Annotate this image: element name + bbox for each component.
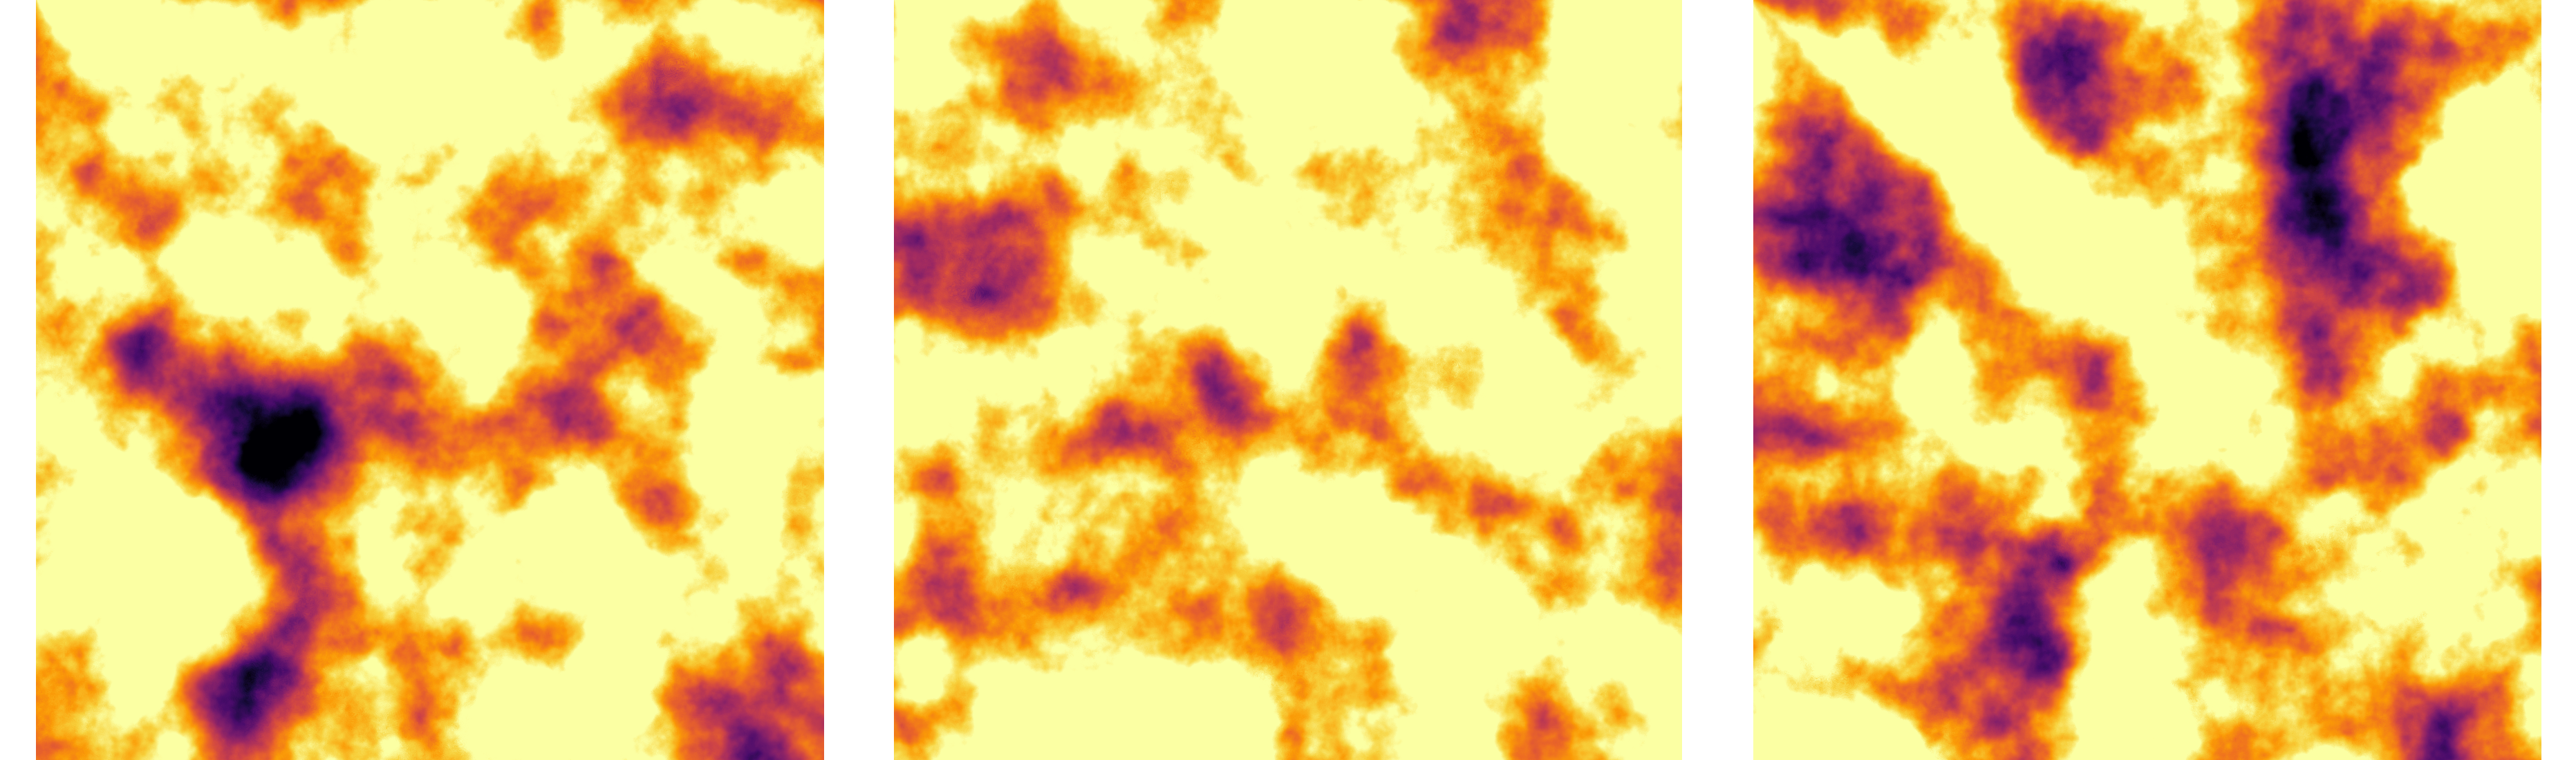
noise-field-1 [36, 0, 824, 760]
noise-field-2 [894, 0, 1682, 760]
noise-field-panel-1 [36, 0, 824, 760]
noise-field-panel-3 [1753, 0, 2541, 760]
noise-field-3 [1753, 0, 2541, 760]
noise-field-panel-2 [894, 0, 1682, 760]
